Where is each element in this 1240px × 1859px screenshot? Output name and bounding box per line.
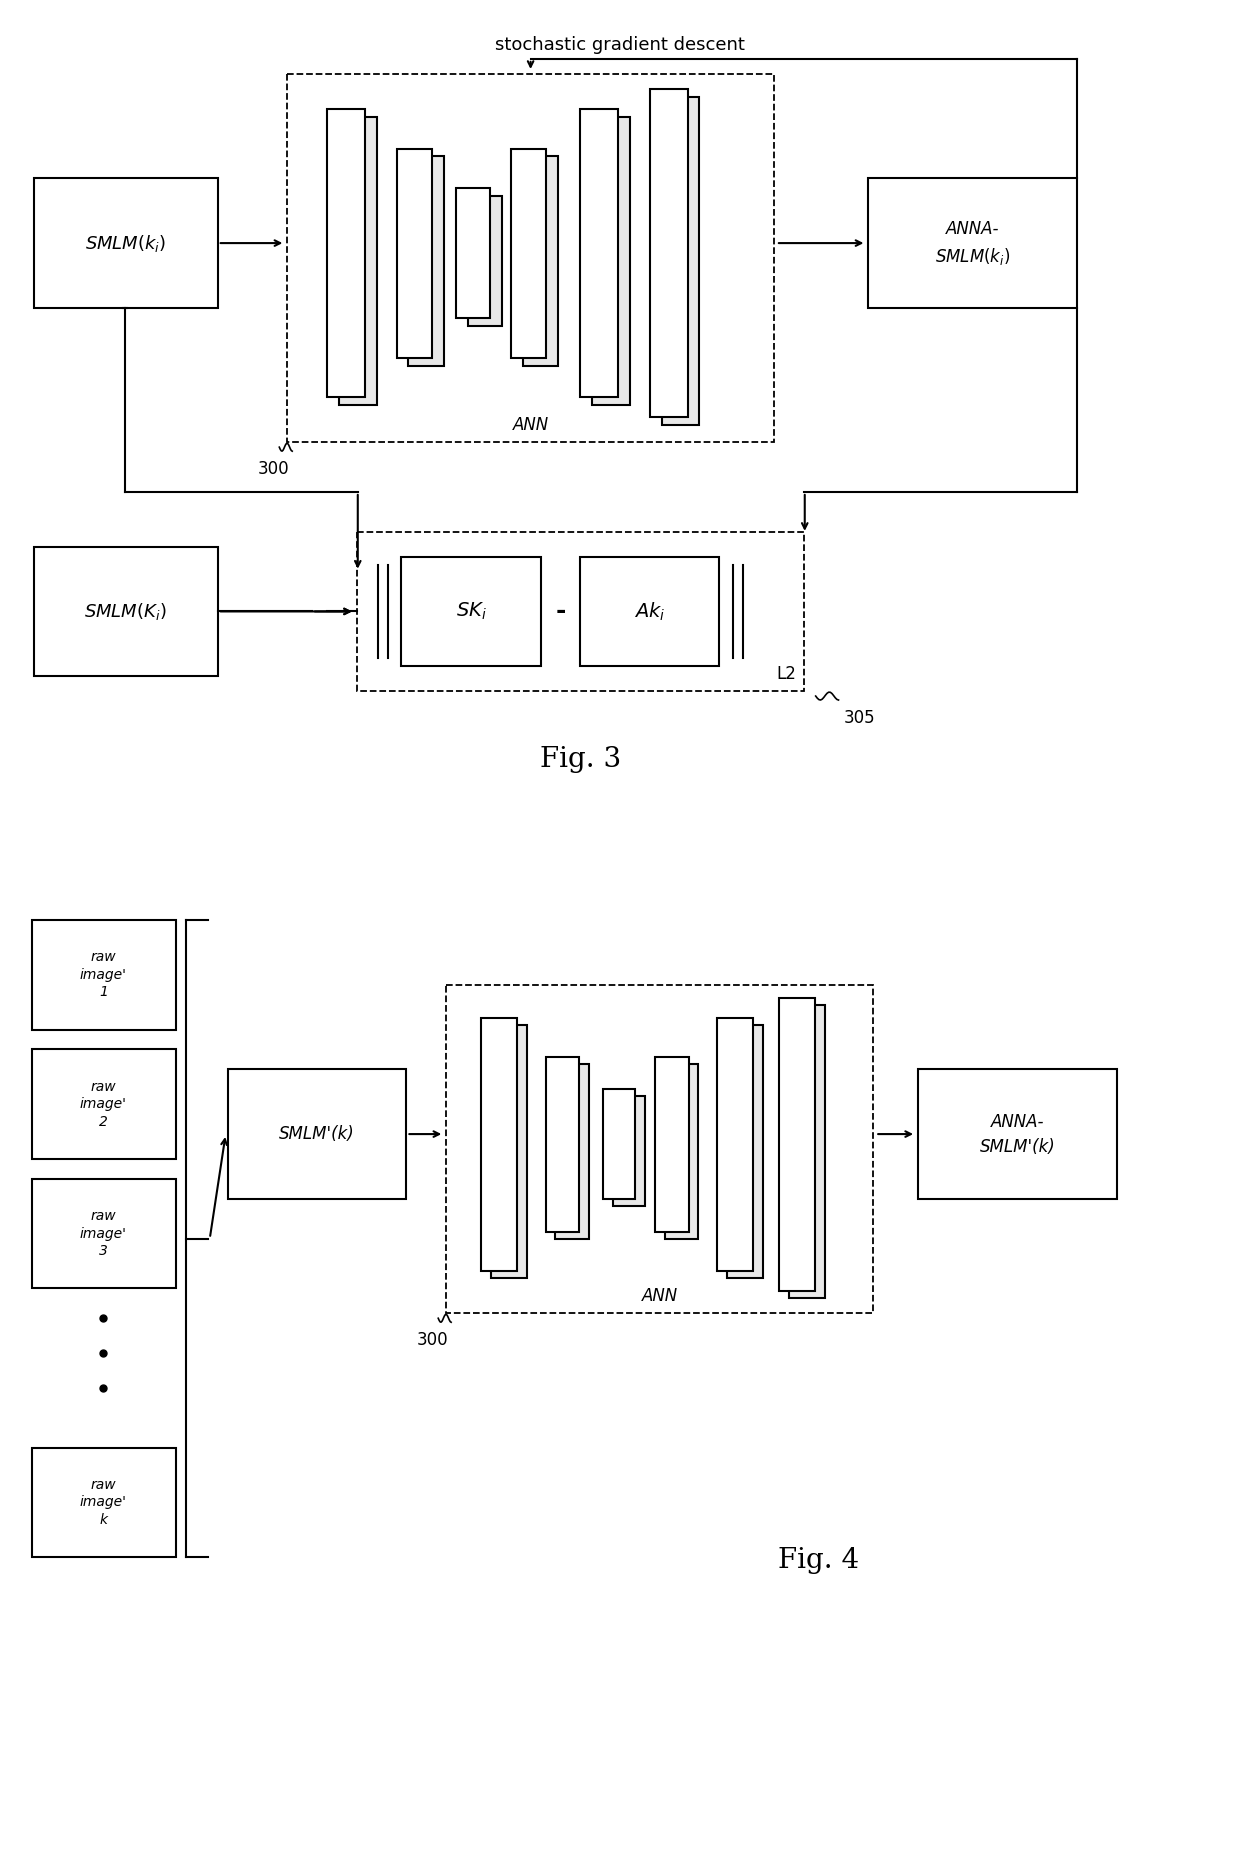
Text: -: - bbox=[556, 599, 565, 623]
Bar bbox=[593, 117, 630, 405]
Text: ANNA-
$SMLM(k_i)$: ANNA- $SMLM(k_i)$ bbox=[935, 219, 1011, 266]
Bar bbox=[467, 197, 502, 325]
Text: stochastic gradient descent: stochastic gradient descent bbox=[495, 35, 745, 54]
Text: ANN: ANN bbox=[641, 1286, 678, 1305]
Bar bbox=[665, 1065, 698, 1238]
Bar bbox=[481, 1017, 517, 1272]
Text: SMLM'(k): SMLM'(k) bbox=[279, 1125, 355, 1143]
Bar bbox=[446, 985, 873, 1312]
Text: 300: 300 bbox=[417, 1331, 448, 1350]
Bar bbox=[32, 920, 176, 1030]
Bar bbox=[357, 532, 804, 692]
Bar bbox=[456, 188, 490, 318]
Bar bbox=[728, 1024, 763, 1279]
Text: ANN: ANN bbox=[512, 416, 548, 435]
Bar bbox=[779, 998, 815, 1292]
Text: $SMLM(K_i)$: $SMLM(K_i)$ bbox=[84, 600, 166, 623]
Bar bbox=[397, 149, 433, 357]
Text: raw
image'
3: raw image' 3 bbox=[81, 1210, 126, 1259]
Bar bbox=[789, 1004, 825, 1298]
Bar bbox=[613, 1097, 645, 1206]
Bar bbox=[339, 117, 377, 405]
Bar bbox=[655, 1058, 688, 1233]
Text: raw
image'
k: raw image' k bbox=[81, 1478, 126, 1526]
Bar bbox=[580, 556, 719, 666]
Bar bbox=[718, 1017, 753, 1272]
Text: 305: 305 bbox=[843, 708, 875, 727]
Bar bbox=[408, 156, 444, 366]
Bar bbox=[662, 97, 699, 426]
Bar bbox=[511, 149, 547, 357]
Bar bbox=[580, 108, 618, 398]
Bar bbox=[868, 178, 1076, 309]
Text: $Ak_i$: $Ak_i$ bbox=[634, 600, 666, 623]
Text: Fig. 4: Fig. 4 bbox=[777, 1547, 859, 1575]
Bar bbox=[918, 1069, 1117, 1199]
Bar bbox=[32, 1448, 176, 1558]
Bar bbox=[402, 556, 541, 666]
Text: ANNA-
SMLM'(k): ANNA- SMLM'(k) bbox=[980, 1112, 1055, 1156]
Text: 300: 300 bbox=[258, 461, 289, 478]
Bar bbox=[556, 1065, 589, 1238]
Bar bbox=[650, 89, 687, 416]
Bar bbox=[603, 1089, 635, 1199]
Bar bbox=[522, 156, 558, 366]
Bar bbox=[288, 74, 774, 442]
Bar bbox=[491, 1024, 527, 1279]
Text: $SMLM(k_i)$: $SMLM(k_i)$ bbox=[84, 232, 166, 253]
Bar bbox=[33, 547, 218, 677]
Bar bbox=[228, 1069, 407, 1199]
Bar bbox=[32, 1050, 176, 1158]
Text: $SK_i$: $SK_i$ bbox=[455, 600, 486, 623]
Bar bbox=[327, 108, 365, 398]
Text: L2: L2 bbox=[776, 666, 796, 682]
Text: Fig. 3: Fig. 3 bbox=[539, 745, 621, 773]
Bar bbox=[33, 178, 218, 309]
Bar bbox=[546, 1058, 579, 1233]
Text: raw
image'
1: raw image' 1 bbox=[81, 950, 126, 998]
Text: raw
image'
2: raw image' 2 bbox=[81, 1080, 126, 1128]
Bar bbox=[32, 1179, 176, 1288]
